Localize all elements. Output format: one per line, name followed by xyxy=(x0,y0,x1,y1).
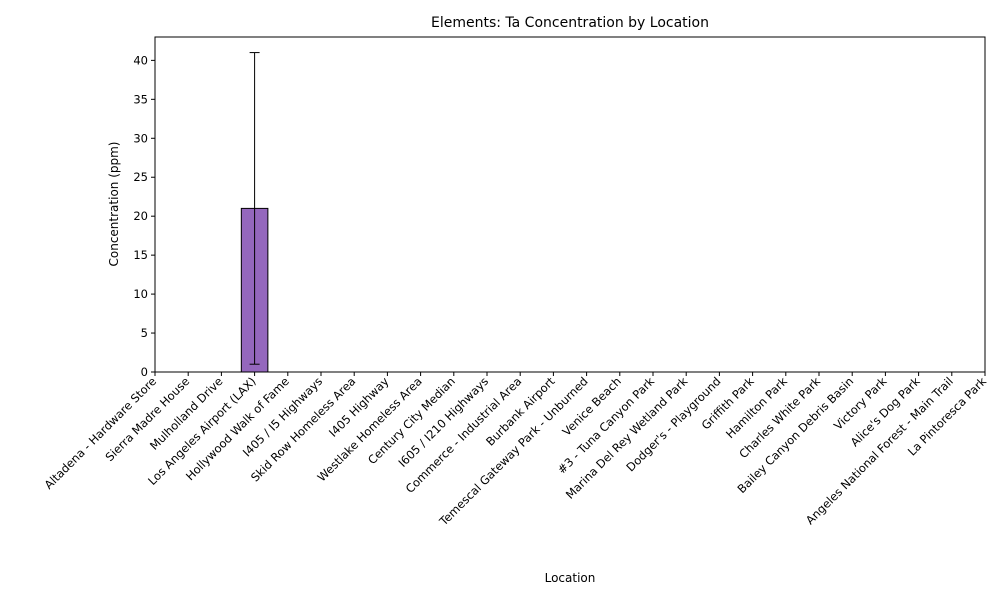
x-axis-label: Location xyxy=(545,571,596,585)
axes-frame xyxy=(154,36,986,373)
y-axis-label: Concentration (ppm) xyxy=(107,142,121,267)
y-tick-label: 40 xyxy=(133,53,148,67)
x-tick-label: Marina Del Rey Wetland Park xyxy=(563,374,691,502)
y-tick-label: 20 xyxy=(133,209,148,223)
y-tick-label: 15 xyxy=(133,248,148,262)
y-tick-label: 30 xyxy=(133,131,148,145)
y-tick-label: 0 xyxy=(141,365,148,379)
y-tick-label: 35 xyxy=(133,92,148,106)
chart-title: Elements: Ta Concentration by Location xyxy=(431,15,709,31)
y-tick-label: 5 xyxy=(141,326,148,340)
y-tick-label: 10 xyxy=(133,287,148,301)
y-tick-label: 25 xyxy=(133,170,148,184)
